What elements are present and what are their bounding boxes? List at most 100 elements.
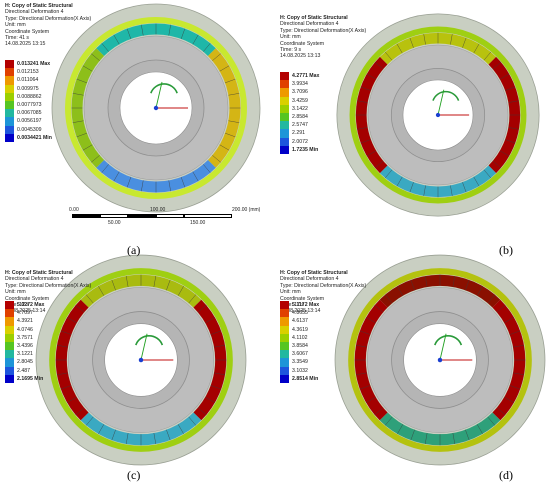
ring-divider <box>111 429 116 441</box>
origin-marker <box>435 112 441 118</box>
legend-label: 3.1422 <box>292 105 308 112</box>
legend-entry: 4.8655 <box>280 309 319 318</box>
ring-divider <box>366 150 377 157</box>
legend-label: 5.1172 Max <box>292 302 320 309</box>
color-legend: 4.2771 Max 3.9934 3.7096 3.4259 3.1422 2.8584… <box>280 72 319 154</box>
ring-divider <box>504 396 514 403</box>
legend-label: 0.0077973 <box>17 102 42 109</box>
legend-swatch <box>5 100 14 110</box>
legend-entry: 2.0072 <box>280 137 319 146</box>
legend-swatch <box>5 309 14 318</box>
legend-label: 0.009975 <box>17 85 39 92</box>
legend-entry: 2.8514 Min <box>280 374 319 383</box>
legend-label: 0.013241 Max <box>17 61 51 68</box>
legend-swatch <box>5 60 14 69</box>
ring-divider <box>409 182 414 193</box>
ring-divider <box>487 294 495 304</box>
header-line: Time: 12 s <box>5 302 30 309</box>
outer-ring-band <box>349 26 527 204</box>
panel-header: H: Copy of Static Structural Directional… <box>280 15 366 60</box>
legend-entry: 4.2771 Max <box>280 72 319 81</box>
legend-label: 3.1221 <box>17 351 33 358</box>
deformation-plot <box>51 3 261 213</box>
legend-entry: 3.7096 <box>280 88 319 97</box>
legend-label: 0.012153 <box>17 69 39 76</box>
legend-entry: 0.012153 <box>5 68 52 77</box>
header-line: Unit: mm <box>280 34 301 41</box>
ring-divider <box>67 396 77 403</box>
ring-divider <box>385 169 393 179</box>
legend-swatch <box>5 301 14 310</box>
scale-seg <box>156 214 184 218</box>
ring-divider <box>465 429 470 441</box>
legend-label: 3.9934 <box>292 81 308 88</box>
header-line: Unit: mm <box>280 289 301 296</box>
legend-entry: 3.7571 <box>5 333 44 342</box>
ring-divider <box>166 279 171 291</box>
legend-label: 3.8584 <box>292 343 308 350</box>
legend-label: 3.4259 <box>292 97 308 104</box>
legend-swatch <box>5 366 14 375</box>
panel-b: H: Copy of Static Structural Directional… <box>275 0 550 257</box>
legend-label: 5.0272 Max <box>17 302 45 309</box>
ring-divider <box>504 317 514 324</box>
ring-divider <box>113 171 120 182</box>
ring-divider <box>98 424 105 434</box>
legend-label: 2.8045 <box>17 359 33 366</box>
ring-divider <box>67 317 77 324</box>
header-line: Type: Directional Deformation(X Axis) <box>280 27 367 34</box>
scale-seg <box>128 214 156 218</box>
legend-label: 0.0045309 <box>17 126 42 133</box>
scale-seg <box>184 214 232 218</box>
ring-divider <box>483 169 491 179</box>
scale-label: 200.00 (mm) <box>232 207 261 213</box>
legend-swatch <box>280 341 289 351</box>
header-line: Coordinate System <box>5 28 50 35</box>
legend-swatch <box>5 317 14 326</box>
legend-swatch <box>280 374 289 383</box>
legend-swatch <box>280 72 289 81</box>
ring-divider <box>72 93 84 96</box>
ring-divider <box>210 330 222 335</box>
ring-divider <box>452 275 456 287</box>
header-line: 14.08.2025 13:13 <box>280 53 321 60</box>
legend-label: 2.1695 Min <box>17 375 44 382</box>
legend-entry: 0.0056197 <box>5 117 52 126</box>
ring-divider <box>360 86 371 91</box>
ring-divider <box>366 73 377 80</box>
header-line: Time: 17 s <box>280 302 305 309</box>
legend-label: 4.6137 <box>292 318 308 325</box>
legend-label: 3.6067 <box>292 351 308 358</box>
ring-divider <box>513 344 525 348</box>
ring-divider <box>397 286 404 296</box>
legend-entry: 0.013241 Max <box>5 60 52 69</box>
scale-label: 100.00 <box>150 207 166 213</box>
ring-divider <box>60 330 72 335</box>
header-title: H: Copy of Static Structural <box>5 270 73 276</box>
legend-swatch <box>5 341 14 351</box>
legend-entry: 4.7097 <box>5 309 44 318</box>
ring-divider <box>197 407 207 415</box>
ring-divider <box>397 424 404 434</box>
legend-swatch <box>5 76 14 85</box>
ring-divider <box>125 433 129 445</box>
legend-swatch <box>280 366 289 375</box>
ring-divider <box>153 275 157 287</box>
ring-divider <box>385 416 393 426</box>
deformation-plot <box>35 254 247 466</box>
legend-entry: 0.0045309 <box>5 125 52 134</box>
legend-entry: 0.0088862 <box>5 92 52 101</box>
legend-swatch <box>5 350 14 359</box>
color-legend: 0.013241 Max 0.012153 0.011064 0.009975 0.00… <box>5 60 52 142</box>
ring-divider <box>125 275 129 287</box>
legend-swatch <box>280 121 289 130</box>
header-line: Coordinate System <box>280 40 325 47</box>
ring-divider <box>224 78 236 84</box>
ring-divider <box>450 185 453 196</box>
header-line: 14.08.2025 13:14 <box>5 308 46 315</box>
ring-divider <box>505 139 516 144</box>
ring-divider <box>60 385 72 390</box>
ring-divider <box>192 171 199 182</box>
legend-swatch <box>280 333 289 342</box>
scale-seg <box>100 214 128 218</box>
